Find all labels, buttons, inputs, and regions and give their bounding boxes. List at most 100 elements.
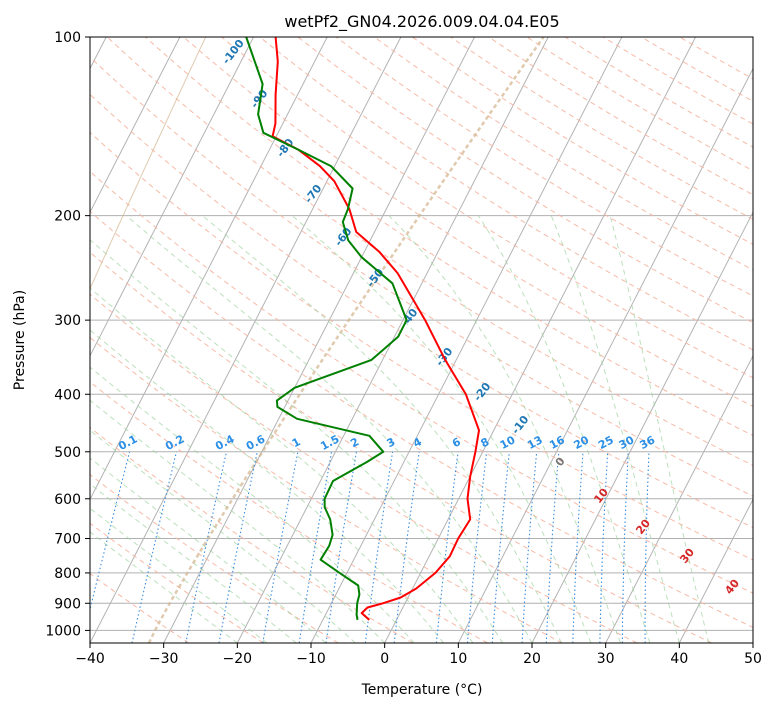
moist-adiabats bbox=[90, 215, 710, 643]
mixing-ratio-label: 36 bbox=[638, 433, 658, 452]
dry-adiabat-130 bbox=[221, 37, 753, 379]
plot-area: 0.1 0.2 0.4 0.6 1 1.5 2 3 4 6 8 10 13 16 20 25 30 36-100-… bbox=[90, 37, 753, 643]
dry-adiabat-20 bbox=[90, 336, 563, 643]
moist-adiabat--12 bbox=[90, 483, 297, 643]
isotherm-label: -20 bbox=[471, 380, 494, 404]
dry-adiabats bbox=[90, 37, 753, 643]
dry-adiabat-220 bbox=[564, 37, 753, 148]
x-tick-label: −10 bbox=[296, 651, 326, 667]
isotherm--10 bbox=[310, 37, 623, 643]
mixing-ratio-label: 20 bbox=[572, 433, 592, 452]
plot-frame bbox=[89, 36, 754, 644]
dry-adiabat-80 bbox=[90, 93, 753, 529]
mixing-ratio-label: 16 bbox=[547, 433, 567, 452]
chart-title: wetPf2_GN04.2026.009.04.04.E05 bbox=[284, 12, 559, 32]
mixing-ratio-line-8 bbox=[466, 451, 488, 643]
mixing-ratio-line-30 bbox=[621, 451, 629, 643]
y-tick-label: 400 bbox=[54, 387, 81, 403]
mixing-ratio-line-36 bbox=[644, 451, 650, 643]
dry-adiabat-120 bbox=[183, 37, 753, 407]
dry-adiabat-70 bbox=[90, 131, 753, 561]
mixing-ratio-label: 13 bbox=[525, 433, 545, 452]
y-tick-label: 300 bbox=[54, 313, 81, 329]
wetbulb-label: 10 bbox=[591, 486, 611, 506]
moist-adiabat-8 bbox=[90, 329, 444, 643]
x-tick-label: 10 bbox=[449, 651, 467, 667]
dry-adiabat-30 bbox=[90, 293, 638, 643]
dry-adiabat-0 bbox=[90, 426, 414, 643]
moist-adiabat-20 bbox=[126, 215, 533, 643]
isotherm-50 bbox=[752, 641, 753, 643]
isotherm-label: -10 bbox=[509, 413, 532, 437]
y-tick-label: 600 bbox=[54, 492, 81, 508]
moist-adiabat-12 bbox=[90, 287, 474, 643]
moist-adiabat-36 bbox=[477, 215, 651, 643]
mixing-ratio-label: 4 bbox=[411, 435, 424, 450]
dry-adiabat-200 bbox=[488, 37, 753, 196]
mixing-ratio-line-4 bbox=[393, 451, 420, 643]
moist-adiabat-44 bbox=[609, 215, 710, 643]
mixing-ratio-line-16 bbox=[545, 451, 560, 643]
dry-adiabat-150 bbox=[297, 37, 753, 324]
isotherm-label: -100 bbox=[220, 37, 247, 67]
x-tick-label: −30 bbox=[149, 651, 179, 667]
mixing-ratio-label: 0.2 bbox=[163, 432, 186, 453]
mixing-ratio-line-2 bbox=[325, 451, 357, 643]
mixing-ratio-line-25 bbox=[599, 451, 609, 643]
dry-adiabat-210 bbox=[526, 37, 753, 172]
y-tick-label: 100 bbox=[54, 30, 81, 46]
mixing-ratio-line-0.6 bbox=[218, 451, 258, 643]
moist-adiabat--8 bbox=[90, 457, 327, 643]
x-tick-label: −20 bbox=[223, 651, 253, 667]
y-axis-ticks: 100 200 300 400 500 600 700 800 900 1000 bbox=[45, 30, 90, 639]
mixing-ratio-line-0.2 bbox=[131, 451, 178, 643]
x-tick-label: 0 bbox=[380, 651, 389, 667]
mixing-ratio-line-10 bbox=[491, 451, 510, 643]
mixing-ratio-label: 8 bbox=[479, 435, 492, 450]
isotherm--60 bbox=[90, 37, 254, 357]
dry-adiabat-190 bbox=[450, 37, 753, 220]
moist-adiabat--20 bbox=[90, 531, 238, 643]
geo-arc-1 bbox=[90, 37, 207, 290]
moist-adiabat--16 bbox=[90, 507, 268, 643]
mixing-ratio-line-6 bbox=[435, 451, 459, 643]
dry-adiabat-50 bbox=[90, 210, 753, 628]
x-tick-label: 30 bbox=[597, 651, 615, 667]
moist-adiabat-28 bbox=[291, 215, 592, 643]
wetbulb-label: 30 bbox=[677, 546, 697, 566]
moist-adiabat--4 bbox=[90, 429, 356, 643]
x-axis-label: Temperature (°C) bbox=[361, 682, 483, 698]
isotherm-label: 0 bbox=[553, 455, 568, 469]
x-tick-label: 50 bbox=[744, 651, 762, 667]
isotherm-label: -70 bbox=[302, 182, 325, 206]
dry-adiabat--30 bbox=[90, 573, 190, 643]
x-tick-label: 20 bbox=[523, 651, 541, 667]
mixing-ratio-line-0.1 bbox=[90, 451, 131, 612]
isotherm--40 bbox=[90, 37, 402, 643]
dry-adiabat-60 bbox=[90, 170, 753, 594]
isotherm--30 bbox=[163, 37, 475, 643]
dry-adiabat-40 bbox=[90, 251, 712, 643]
mixing-ratio-label: 0.1 bbox=[116, 432, 139, 453]
isotherm-40 bbox=[678, 498, 753, 643]
x-tick-label: 40 bbox=[670, 651, 688, 667]
mixing-ratio-label: 6 bbox=[450, 435, 463, 450]
isotherm--20 bbox=[236, 37, 549, 643]
isotherm-0 bbox=[384, 37, 696, 643]
wetbulb-label: 20 bbox=[633, 517, 653, 537]
dewpoint-profile bbox=[245, 37, 408, 621]
y-tick-label: 200 bbox=[54, 209, 81, 225]
y-tick-label: 500 bbox=[54, 445, 81, 461]
moist-adiabat-24 bbox=[202, 215, 562, 643]
mixing-ratio-line-0.4 bbox=[185, 451, 228, 643]
mixing-ratio-label: 30 bbox=[617, 433, 637, 452]
dry-adiabat-10 bbox=[90, 381, 488, 643]
mixing-ratio-line-3 bbox=[364, 451, 394, 643]
dry-adiabat-90 bbox=[90, 56, 753, 497]
dry-adiabat-180 bbox=[412, 37, 753, 245]
mixing-ratio-label: 2 bbox=[348, 435, 361, 450]
x-axis-ticks: −40 −30 −20 −10 0 10 20 30 40 50 bbox=[75, 643, 762, 667]
isotherm--70 bbox=[90, 37, 181, 214]
mixing-ratio-label: 1 bbox=[290, 435, 303, 450]
